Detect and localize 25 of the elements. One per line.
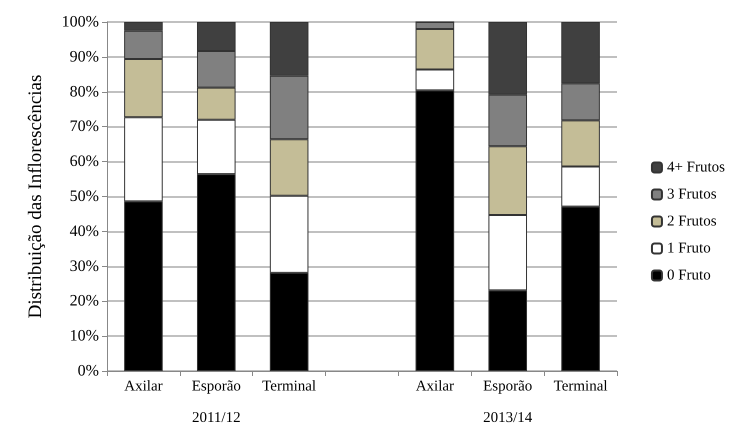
y-tick-label: 90% [70, 48, 99, 66]
y-tick-label: 20% [70, 292, 99, 310]
x-tick-label: Esporão [192, 378, 241, 394]
x-tick-label: Terminal [262, 378, 316, 394]
y-tick-label: 30% [70, 258, 99, 275]
x-tick-label: Axilar [416, 378, 454, 394]
text: 2013/14 [483, 410, 533, 426]
legend-label: 1 Fruto [666, 240, 711, 256]
x-tick-label: Esporão [483, 378, 532, 394]
y-tick-label: 70% [70, 118, 99, 136]
y-tick-label: 50% [70, 188, 99, 205]
y-tick-label: 0% [78, 362, 99, 380]
y-tick-label: 40% [70, 222, 99, 240]
text: 2011/12 [192, 410, 241, 426]
legend-label: 0 Fruto [666, 268, 711, 284]
legend-label: 4+ Frutos [666, 160, 726, 176]
y-tick-label: 80% [70, 83, 99, 100]
y-tick-label: 60% [70, 153, 99, 170]
legend-label: 2 Frutos [666, 214, 717, 230]
y-axis-title: Distribuição das Inflorescências [25, 74, 46, 318]
legend-label: 3 Frutos [666, 186, 717, 202]
x-tick-label: Axilar [124, 378, 163, 394]
y-tick-label: 100% [62, 14, 99, 30]
y-tick-label: 10% [70, 328, 99, 345]
x-tick-label: Terminal [554, 378, 608, 394]
